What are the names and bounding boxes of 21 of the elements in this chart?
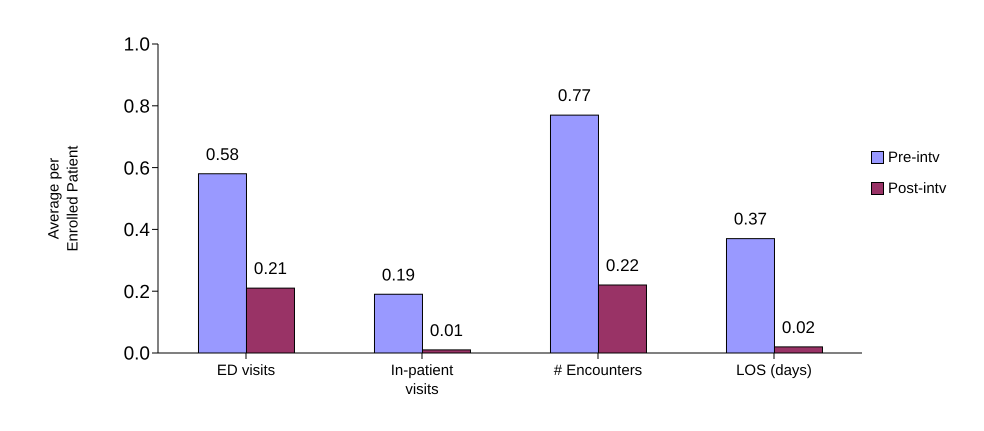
x-tick-label: LOS (days) [736, 362, 812, 379]
y-tick-label: 1.0 [124, 34, 150, 56]
legend-label: Post-intv [888, 180, 946, 197]
y-tick-label: 0.0 [124, 344, 150, 365]
y-axis-title: Average per Enrolled Patient [46, 144, 82, 252]
data-label: 0.77 [558, 86, 592, 106]
data-label: 0.19 [382, 265, 416, 284]
x-tick-label: ED visits [216, 362, 276, 379]
y-tick-label: 0.8 [124, 96, 150, 118]
x-tick-label: # Encounters [554, 362, 642, 379]
data-label: 0.02 [782, 318, 816, 337]
x-tick-label: In-patient visits [390, 362, 454, 398]
data-label: 0.58 [206, 144, 240, 164]
y-tick-label: 0.4 [124, 220, 150, 242]
data-label: 0.01 [430, 320, 464, 340]
data-label: 0.21 [254, 259, 288, 278]
data-label: 0.37 [734, 210, 768, 229]
data-label: 0.22 [606, 256, 640, 276]
legend-label: Pre-intv [888, 149, 940, 166]
y-tick-label: 0.2 [124, 282, 150, 303]
y-tick-label: 0.6 [124, 158, 150, 180]
